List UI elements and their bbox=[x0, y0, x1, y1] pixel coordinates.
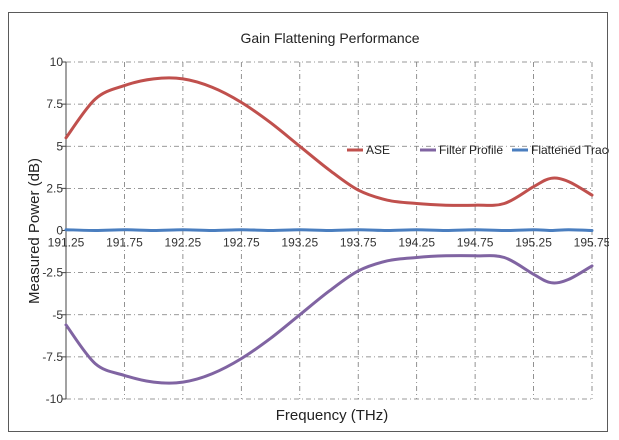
legend-label-flattened-trace: Flattened Trace bbox=[531, 143, 609, 157]
y-tick-label: -2.5 bbox=[42, 266, 63, 280]
series-line-filter-profile bbox=[64, 254, 594, 385]
x-tick-label: 193.25 bbox=[281, 236, 318, 250]
x-tick-labels: 191.25 191.75 192.25 192.75 193.25 193.75 194.… bbox=[48, 236, 609, 250]
y-tick-label: 0 bbox=[56, 224, 63, 238]
line-chart: Gain Flattening Performance 191.25 191.75… bbox=[26, 30, 609, 424]
series-line-ase bbox=[64, 76, 594, 207]
y-tick-label: -5 bbox=[52, 308, 63, 322]
y-axis-label: Measured Power (dB) bbox=[26, 158, 43, 304]
chart-frame: Gain Flattening Performance 191.25 191.75… bbox=[8, 12, 609, 432]
y-tick-label: 2.5 bbox=[46, 181, 63, 195]
x-tick-label: 195.75 bbox=[574, 236, 609, 250]
x-tick-label: 191.75 bbox=[106, 236, 143, 250]
x-tick-label: 192.25 bbox=[165, 236, 202, 250]
series-lines bbox=[64, 76, 594, 385]
legend-label-filter-profile: Filter Profile bbox=[439, 143, 503, 157]
chart-title: Gain Flattening Performance bbox=[241, 30, 420, 46]
legend: ASE Filter Profile Flattened Trace bbox=[347, 143, 609, 157]
x-tick-label: 191.25 bbox=[48, 236, 85, 250]
x-tick-label: 192.75 bbox=[223, 236, 260, 250]
legend-label-ase: ASE bbox=[366, 143, 390, 157]
y-tick-label: -10 bbox=[46, 392, 64, 406]
x-tick-label: 193.75 bbox=[340, 236, 377, 250]
x-tick-label: 195.25 bbox=[515, 236, 552, 250]
series-line-flattened-trace bbox=[64, 228, 594, 232]
y-tick-label: 5 bbox=[56, 139, 63, 153]
y-tick-label: 7.5 bbox=[46, 97, 63, 111]
y-tick-labels: 10 7.5 5 2.5 0 -2.5 -5 -7.5 -10 bbox=[42, 55, 63, 406]
y-tick-label: -7.5 bbox=[42, 350, 63, 364]
x-tick-label: 194.25 bbox=[398, 236, 435, 250]
x-axis-label: Frequency (THz) bbox=[276, 407, 389, 424]
y-tick-label: 10 bbox=[50, 55, 64, 69]
x-tick-label: 194.75 bbox=[457, 236, 494, 250]
